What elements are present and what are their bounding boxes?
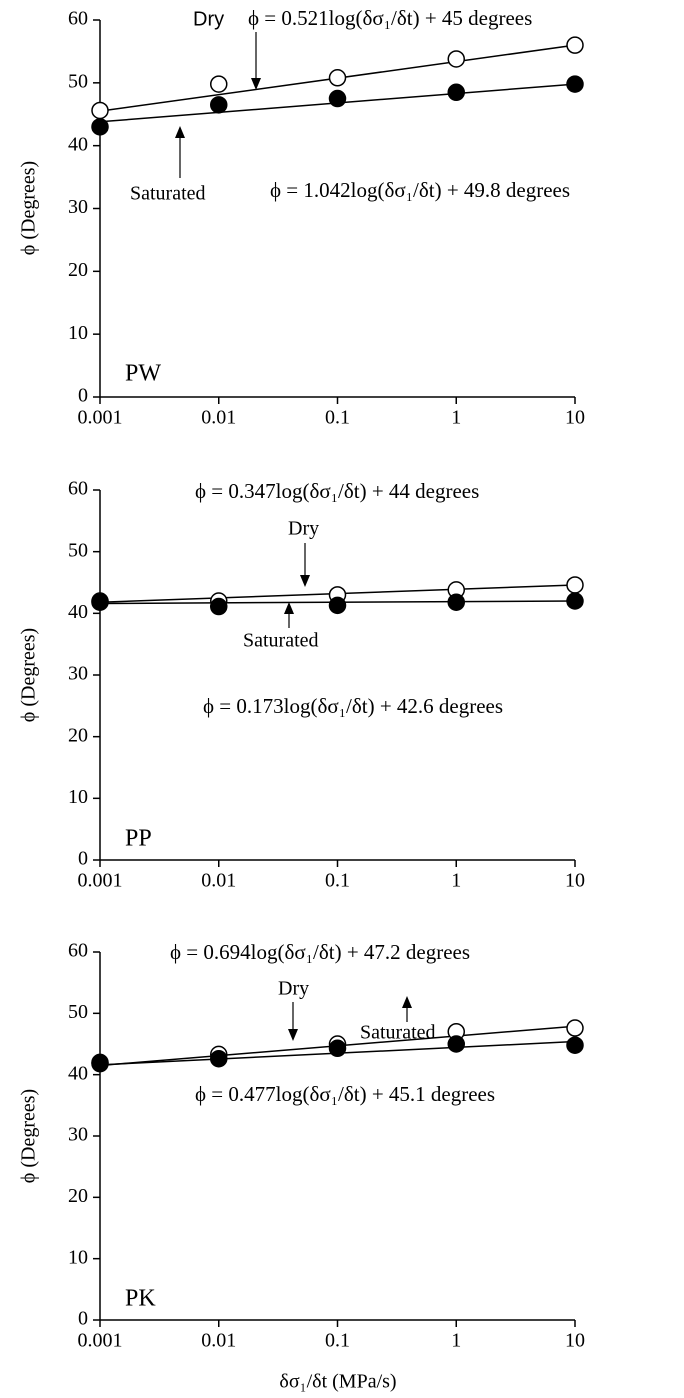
x-tick-label: 10	[565, 1330, 585, 1352]
arrow-head	[175, 126, 185, 138]
y-tick-label: 40	[68, 1062, 88, 1084]
marker	[91, 118, 109, 136]
y-tick-label: 60	[68, 940, 88, 962]
x-tick-label: 1	[451, 407, 461, 429]
arrow-head	[251, 78, 261, 90]
y-tick-label: 0	[78, 1308, 88, 1330]
x-tick-label: 0.1	[325, 1330, 350, 1352]
equation: ϕ = 0.173log(δσ₁/δt) + 42.6 degrees	[203, 694, 503, 718]
y-tick-label: 10	[68, 1246, 88, 1268]
series-label: Saturated	[360, 1022, 436, 1044]
marker	[328, 1039, 347, 1058]
y-tick-label: 50	[68, 1001, 88, 1023]
marker	[328, 89, 347, 108]
marker	[447, 50, 465, 68]
y-tick-label: 20	[68, 259, 88, 281]
y-tick-label: 30	[68, 196, 88, 218]
y-tick-label: 0	[78, 848, 88, 870]
x-tick-label: 0.001	[78, 870, 123, 892]
y-tick-label: 40	[68, 133, 88, 155]
marker	[210, 75, 228, 93]
marker	[447, 83, 465, 102]
panel-label: PP	[125, 826, 152, 852]
marker	[328, 69, 347, 87]
y-tick-label: 60	[68, 478, 88, 500]
y-tick-label: 10	[68, 786, 88, 808]
x-tick-label: 0.001	[78, 1330, 123, 1352]
marker	[566, 1036, 584, 1054]
arrow-head	[284, 602, 294, 614]
x-tick-label: 1	[451, 1330, 461, 1352]
x-tick-label: 10	[565, 407, 585, 429]
equation: ϕ = 0.521log(δσ₁/δt) + 45 degrees	[248, 6, 532, 30]
equation: ϕ = 0.694log(δσ₁/δt) + 47.2 degrees	[170, 940, 470, 964]
arrow-head	[402, 996, 412, 1008]
y-tick-label: 30	[68, 663, 88, 685]
marker	[566, 576, 584, 594]
equation: ϕ = 1.042log(δσ₁/δt) + 49.8 degrees	[270, 178, 570, 202]
marker	[447, 1035, 465, 1053]
series-label: Dry	[278, 978, 309, 1000]
x-tick-label: 0.1	[325, 870, 350, 892]
panel-label: PW	[125, 361, 161, 387]
series-label: Saturated	[243, 630, 319, 652]
y-tick-label: 20	[68, 1185, 88, 1207]
y-tick-label: 40	[68, 601, 88, 623]
marker	[566, 75, 584, 93]
x-tick-label: 10	[565, 870, 585, 892]
y-tick-label: 60	[68, 8, 88, 30]
y-tick-label: 30	[68, 1124, 88, 1146]
arrow-head	[300, 575, 310, 587]
x-tick-label: 0.1	[325, 407, 350, 429]
equation: ϕ = 0.347log(δσ₁/δt) + 44 degrees	[195, 479, 479, 503]
x-tick-label: 0.01	[201, 870, 236, 892]
equation: ϕ = 0.477log(δσ₁/δt) + 45.1 degrees	[195, 1082, 495, 1106]
marker	[566, 592, 584, 610]
marker	[566, 36, 584, 54]
marker	[210, 96, 228, 114]
y-tick-label: 10	[68, 322, 88, 344]
marker	[91, 101, 109, 120]
marker	[91, 593, 109, 611]
series-label: Dry	[193, 8, 224, 30]
x-tick-label: 0.01	[201, 407, 236, 429]
series-label: Saturated	[130, 183, 206, 205]
series-label: Dry	[288, 518, 319, 540]
y-tick-label: 0	[78, 385, 88, 407]
y-tick-label: 20	[68, 724, 88, 746]
x-axis-label: δσ₁/δt (MPa/s)	[279, 1371, 396, 1393]
x-tick-label: 0.001	[78, 407, 123, 429]
x-tick-label: 0.01	[201, 1330, 236, 1352]
marker	[447, 593, 465, 611]
marker	[210, 1049, 228, 1068]
x-tick-label: 1	[451, 870, 461, 892]
panel-label: PK	[125, 1286, 156, 1312]
y-axis-label: ϕ (Degrees)	[18, 1089, 40, 1183]
marker	[328, 596, 347, 615]
y-tick-label: 50	[68, 539, 88, 561]
y-tick-label: 50	[68, 70, 88, 92]
marker	[91, 1054, 109, 1073]
marker	[210, 597, 228, 616]
arrow-head	[288, 1029, 298, 1041]
marker	[566, 1019, 584, 1037]
y-axis-label: ϕ (Degrees)	[18, 161, 40, 255]
y-axis-label: ϕ (Degrees)	[18, 628, 40, 722]
